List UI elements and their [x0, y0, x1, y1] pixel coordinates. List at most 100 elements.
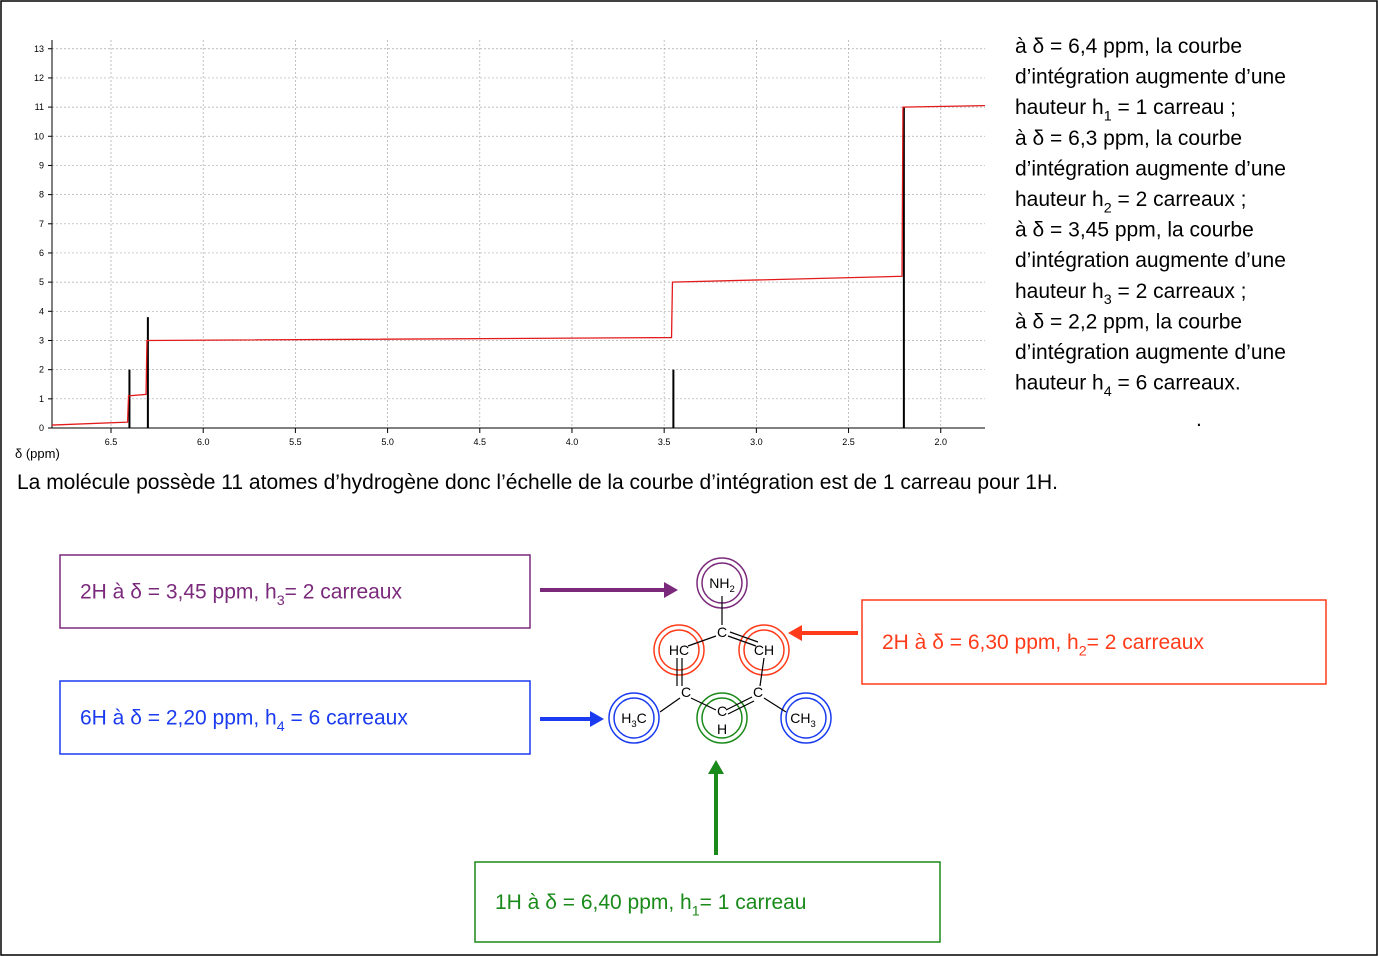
callout-text-sub: 2	[1079, 643, 1087, 659]
callout-text-sub: 4	[277, 719, 285, 735]
bond	[763, 697, 787, 713]
atom-label-text: C	[753, 684, 763, 700]
y-tick-label: 12	[34, 73, 44, 83]
bond	[727, 635, 757, 647]
bond	[687, 635, 717, 647]
note-line: à δ = 3,45 ppm, la courbe	[1015, 219, 1254, 242]
x-tick-label: 4.5	[474, 437, 487, 447]
note-line-end: = 2 carreaux ;	[1112, 188, 1247, 211]
x-tick-label: 2.5	[842, 437, 855, 447]
note-line: à δ = 6,3 ppm, la courbe	[1015, 127, 1242, 150]
note-line-end: = 2 carreaux ;	[1112, 280, 1247, 303]
atom-label-sub: 3	[631, 719, 636, 730]
callout-box	[861, 599, 1327, 685]
atom-label-text: HC	[669, 642, 689, 658]
atom-label-sub: 2	[729, 584, 734, 595]
note-line: d’intégration augmente d’une	[1015, 249, 1286, 272]
x-tick-label: 2.0	[934, 437, 947, 447]
y-tick-label: 9	[39, 160, 44, 170]
arrow-head	[590, 711, 604, 727]
x-tick-label: 3.5	[658, 437, 671, 447]
note-dot: .	[1196, 408, 1202, 431]
atom-label: CH3	[790, 710, 816, 730]
y-tick-label: 0	[39, 423, 44, 433]
callout-text-text: 2H à δ = 6,30 ppm, h	[882, 631, 1079, 654]
callout-text-text: 2H à δ = 3,45 ppm, h	[80, 581, 277, 604]
bond	[759, 657, 765, 687]
callout-text-text: 6H à δ = 2,20 ppm, h	[80, 707, 277, 730]
y-tick-label: 3	[39, 335, 44, 345]
y-tick-label: 8	[39, 190, 44, 200]
atom-label-text: H	[717, 721, 727, 737]
x-tick-label: 5.0	[381, 437, 394, 447]
integration-curve	[51, 104, 986, 426]
sentence: La molécule possède 11 atomes d’hydrogèn…	[17, 471, 1058, 494]
note-line-end: = 1 carreau ;	[1112, 96, 1236, 119]
atom-label-text: CH	[754, 642, 774, 658]
note-line-text: hauteur h	[1015, 96, 1104, 119]
x-axis-label: δ (ppm)	[15, 446, 60, 461]
callout-text: 6H à δ = 2,20 ppm, h4 = 6 carreaux	[80, 707, 408, 735]
atom-label-text: H	[621, 710, 631, 726]
bond	[727, 700, 755, 715]
note-line-sub: 3	[1104, 292, 1112, 308]
arrow-head	[664, 582, 678, 598]
atom-ring	[785, 697, 827, 739]
callout-text-end: = 6 carreaux	[285, 707, 409, 730]
atom-label: C	[717, 703, 727, 719]
atom-label: C	[753, 684, 763, 700]
note-line: à δ = 2,2 ppm, la courbe	[1015, 310, 1242, 333]
note-line: d’intégration augmente d’une	[1015, 157, 1286, 180]
note-line-text: hauteur h	[1015, 372, 1104, 395]
atom-label: C	[681, 684, 691, 700]
callout-text-end: = 1 carreau	[700, 891, 807, 914]
atom-label-sub: 3	[810, 719, 815, 730]
note-line: hauteur h2 = 2 carreaux ;	[1015, 188, 1247, 216]
y-tick-label: 2	[39, 365, 44, 375]
note-line-text: hauteur h	[1015, 188, 1104, 211]
y-tick-label: 6	[39, 248, 44, 258]
callout-text-end: = 2 carreaux	[1087, 631, 1205, 654]
atom-label: NH2	[709, 575, 735, 595]
arrow-head	[788, 625, 802, 641]
atom-ring	[696, 692, 748, 744]
y-tick-label: 10	[34, 131, 44, 141]
bond	[725, 696, 753, 711]
atom-ring	[743, 629, 785, 671]
atom-label-text: NH	[709, 575, 729, 591]
note-line: d’intégration augmente d’une	[1015, 341, 1286, 364]
callout-text: 2H à δ = 3,45 ppm, h3= 2 carreaux	[80, 581, 402, 609]
note-line: hauteur h4 = 6 carreaux.	[1015, 372, 1241, 400]
atom-ring	[613, 697, 655, 739]
callout-box	[474, 861, 941, 943]
arrow-head	[708, 760, 724, 774]
note-line: d’intégration augmente d’une	[1015, 66, 1286, 89]
x-tick-label: 6.0	[197, 437, 210, 447]
y-tick-label: 11	[35, 102, 44, 112]
atom-label: HC	[669, 642, 689, 658]
atom-ring	[701, 697, 743, 739]
atom-label-end: C	[637, 710, 647, 726]
bond	[729, 631, 759, 643]
atom-label-text: C	[681, 684, 691, 700]
y-tick-label: 4	[39, 306, 44, 316]
note-line: hauteur h1 = 1 carreau ;	[1015, 96, 1236, 124]
note-line-sub: 1	[1104, 109, 1112, 125]
note-line-text: hauteur h	[1015, 280, 1104, 303]
callout-box	[59, 554, 531, 629]
y-tick-label: 5	[39, 277, 44, 287]
bond	[659, 697, 681, 713]
callout-text: 2H à δ = 6,30 ppm, h2= 2 carreaux	[882, 631, 1204, 659]
note-line-sub: 4	[1104, 384, 1112, 400]
callout-text-sub: 3	[277, 593, 285, 609]
note-line-sub: 2	[1104, 200, 1112, 216]
callout-text-sub: 1	[692, 903, 700, 919]
atom-ring	[738, 624, 790, 676]
callout-box	[59, 680, 531, 755]
note-line: à δ = 6,4 ppm, la courbe	[1015, 35, 1242, 58]
x-tick-label: 3.0	[750, 437, 763, 447]
callout-text: 1H à δ = 6,40 ppm, h1= 1 carreau	[495, 891, 807, 919]
atom-label-text: C	[717, 703, 727, 719]
